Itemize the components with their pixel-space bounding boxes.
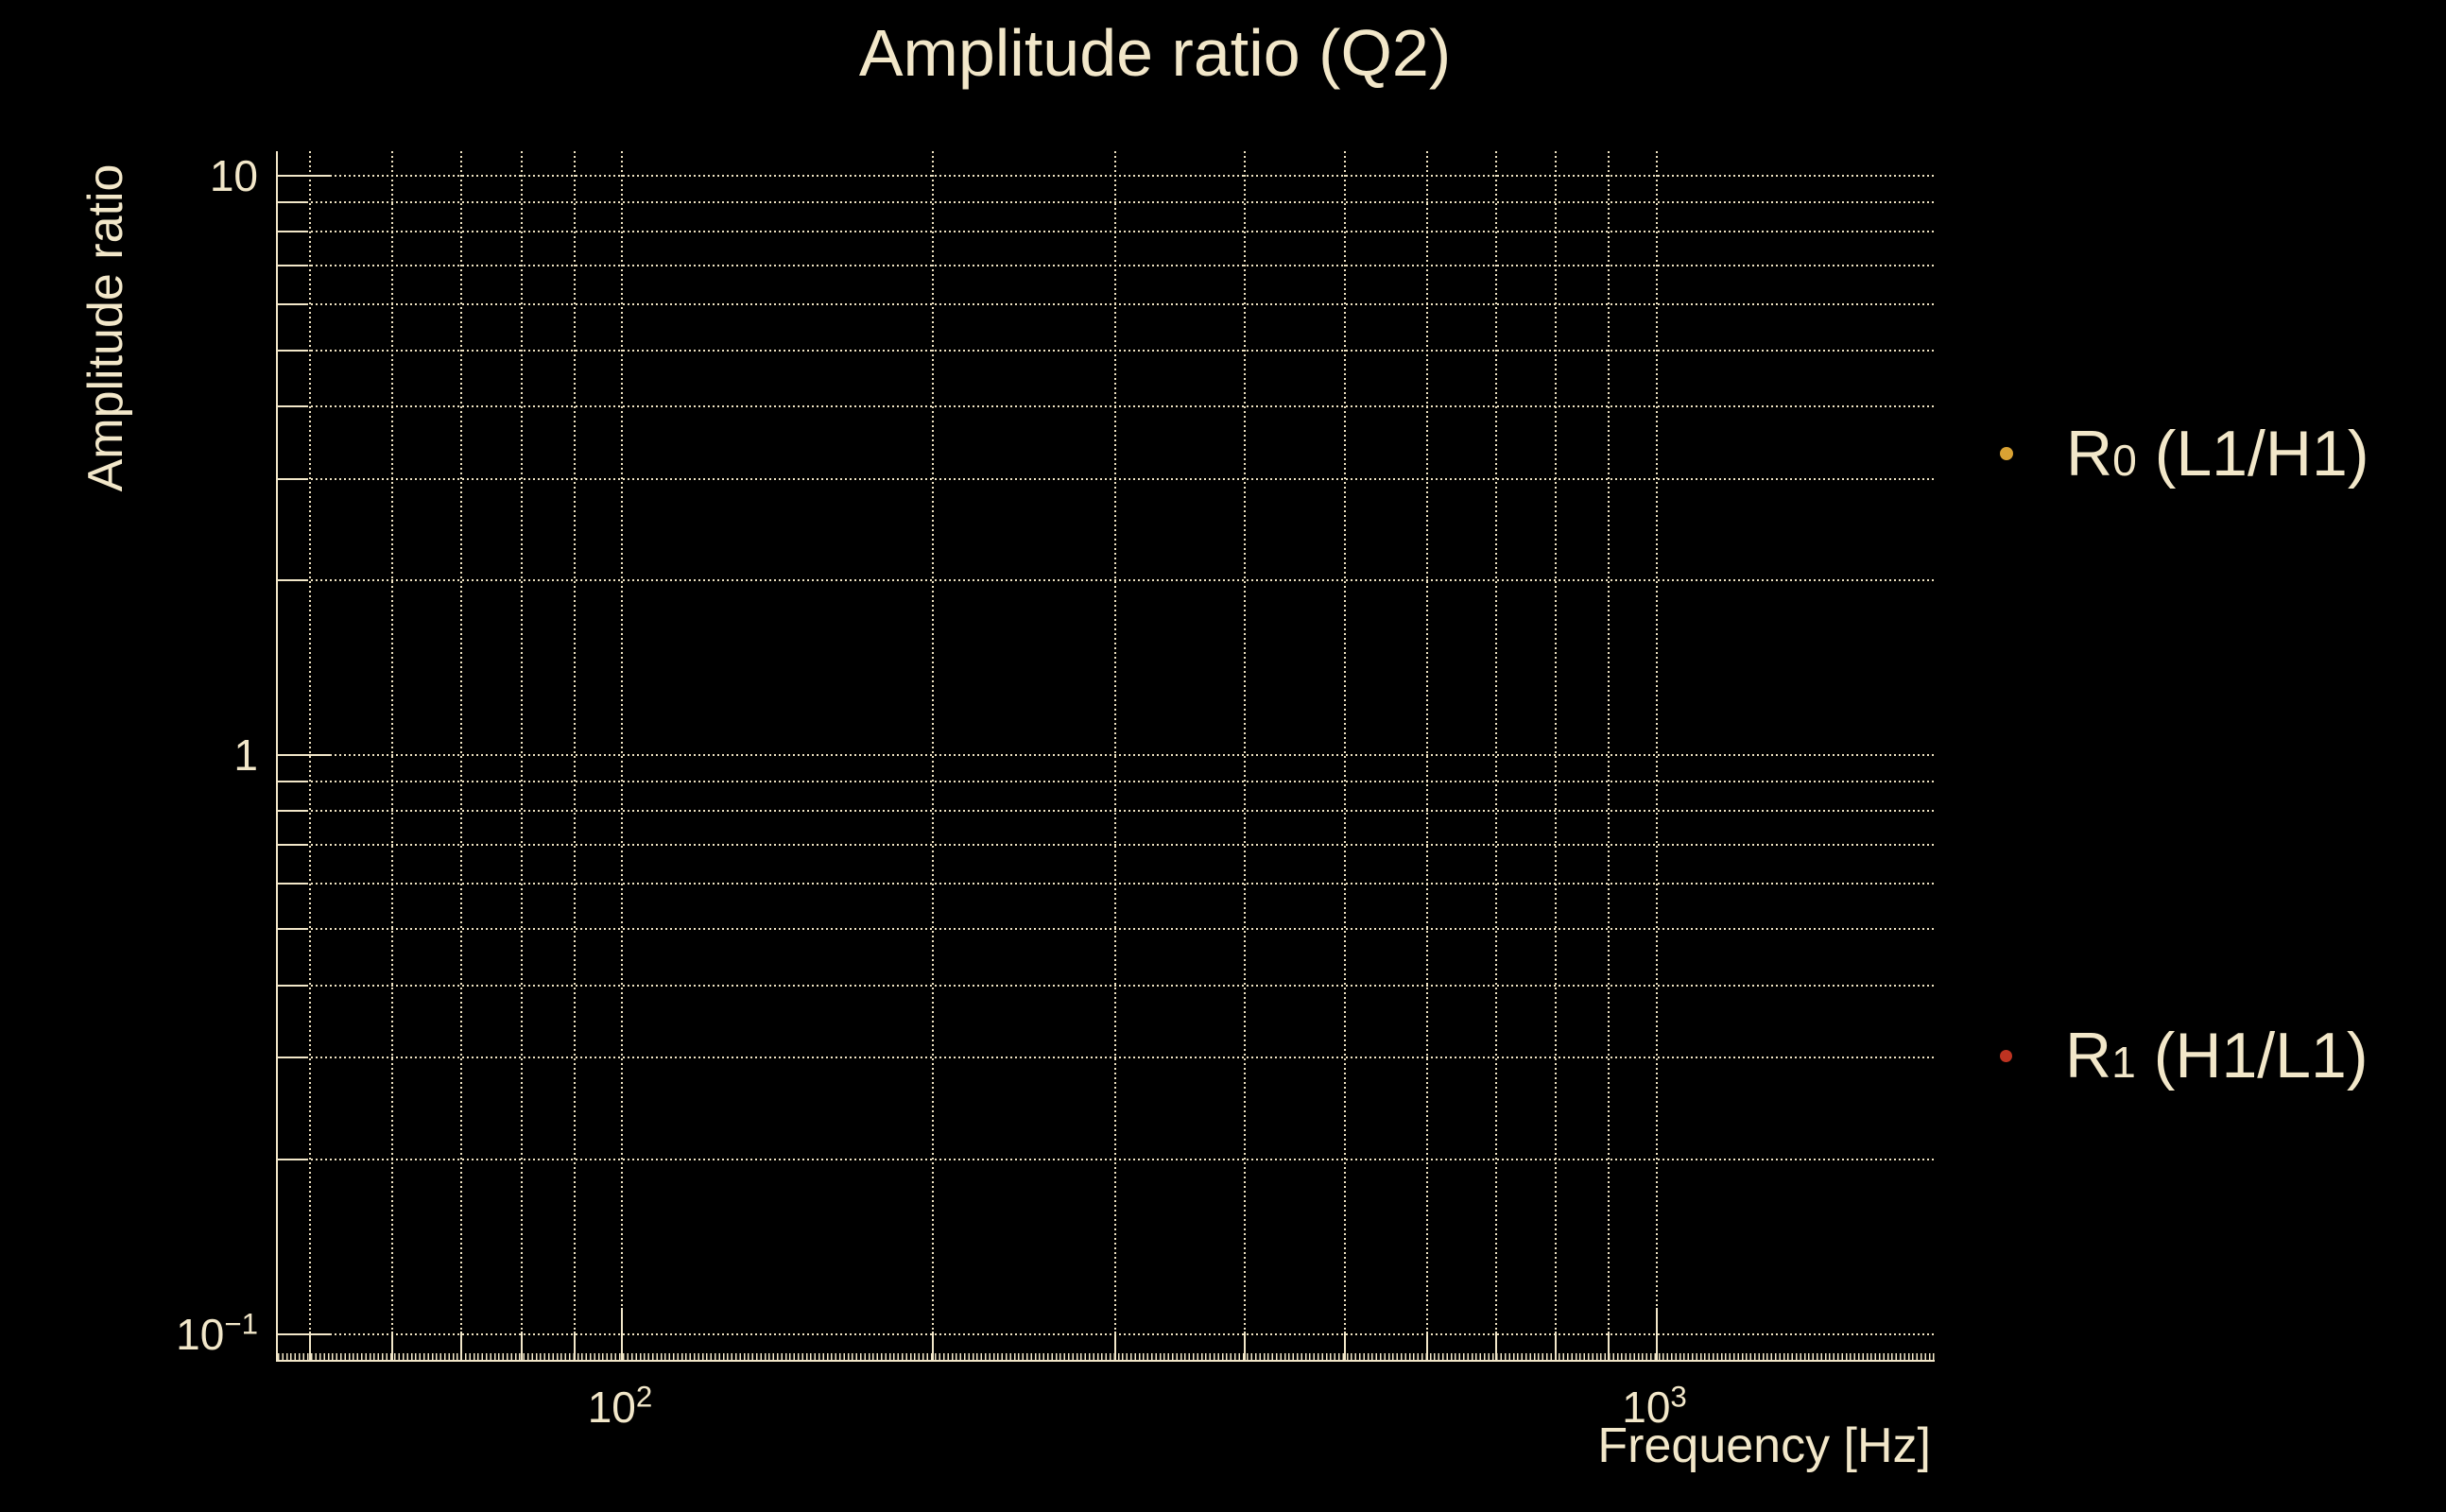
y-tick-mark: [278, 843, 306, 846]
x-axis-micro-ticks: [278, 1353, 1935, 1360]
x-tick-mark: [1243, 1332, 1246, 1360]
y-tick-mark: [278, 1159, 306, 1161]
y-tick-mark: [278, 303, 306, 306]
y-gridline: [278, 579, 1935, 582]
y-tick-mark: [278, 882, 306, 885]
legend-marker-r0-dot-icon: [2000, 447, 2013, 460]
x-tick-mark: [520, 1332, 523, 1360]
y-gridline: [278, 810, 1935, 813]
y-tick-mark: [278, 349, 306, 352]
x-tick-mark: [1608, 1332, 1611, 1360]
y-gridline: [278, 984, 1935, 987]
y-tick-label: 10: [209, 151, 258, 201]
x-tick-mark: [573, 1332, 576, 1360]
x-tick-mark: [1425, 1332, 1428, 1360]
y-tick-label: 10−1: [176, 1307, 258, 1359]
y-tick-mark: [278, 928, 306, 931]
y-gridline: [278, 175, 1935, 178]
x-tick-mark: [1494, 1332, 1497, 1360]
y-tick-mark: [278, 984, 306, 987]
x-axis-label: Frequency [Hz]: [1597, 1418, 1931, 1473]
y-tick-mark: [278, 231, 306, 233]
y-tick-mark: [278, 1332, 330, 1335]
y-gridline: [278, 201, 1935, 204]
y-gridline: [278, 843, 1935, 846]
legend-item-r0: R0 (L1/H1): [2000, 417, 2368, 490]
y-tick-mark: [278, 201, 306, 204]
legend-label-r0: R0 (L1/H1): [2066, 418, 2369, 490]
y-gridline: [278, 928, 1935, 931]
x-tick-mark: [1114, 1332, 1117, 1360]
y-gridline: [278, 303, 1935, 306]
x-tick-mark: [932, 1332, 935, 1360]
x-tick-mark: [1555, 1332, 1558, 1360]
y-gridline: [278, 1057, 1935, 1059]
y-tick-mark: [278, 579, 306, 582]
legend-marker-r1-dot-icon: [2000, 1049, 2012, 1062]
y-tick-mark: [278, 781, 306, 782]
y-tick-mark: [278, 404, 306, 407]
x-tick-mark: [309, 1332, 312, 1360]
plot-area: [276, 151, 1935, 1362]
y-gridline: [278, 1159, 1935, 1161]
y-tick-mark: [278, 1057, 306, 1059]
y-tick-mark: [278, 753, 330, 756]
x-tick-label: 103: [1622, 1380, 1687, 1432]
y-gridline: [278, 1332, 1935, 1335]
y-gridline: [278, 231, 1935, 233]
y-tick-mark: [278, 477, 306, 480]
y-tick-mark: [278, 810, 306, 813]
y-axis-label: Amplitude ratio: [78, 163, 133, 492]
legend-item-r1: R1 (H1/L1): [2000, 1019, 2368, 1092]
y-gridline: [278, 477, 1935, 480]
x-tick-label: 102: [587, 1380, 653, 1432]
y-gridline: [278, 882, 1935, 885]
y-tick-mark: [278, 175, 330, 178]
y-gridline: [278, 349, 1935, 352]
y-gridline: [278, 781, 1935, 782]
x-tick-mark: [1344, 1332, 1347, 1360]
chart-title: Amplitude ratio (Q2): [858, 16, 1452, 90]
y-tick-label: 1: [233, 730, 258, 780]
y-gridline: [278, 404, 1935, 407]
y-gridline: [278, 753, 1935, 756]
legend-label-r1: R1 (H1/L1): [2065, 1020, 2368, 1091]
y-gridline: [278, 265, 1935, 267]
x-tick-mark: [391, 1332, 394, 1360]
x-tick-mark: [460, 1332, 463, 1360]
y-tick-mark: [278, 265, 306, 267]
